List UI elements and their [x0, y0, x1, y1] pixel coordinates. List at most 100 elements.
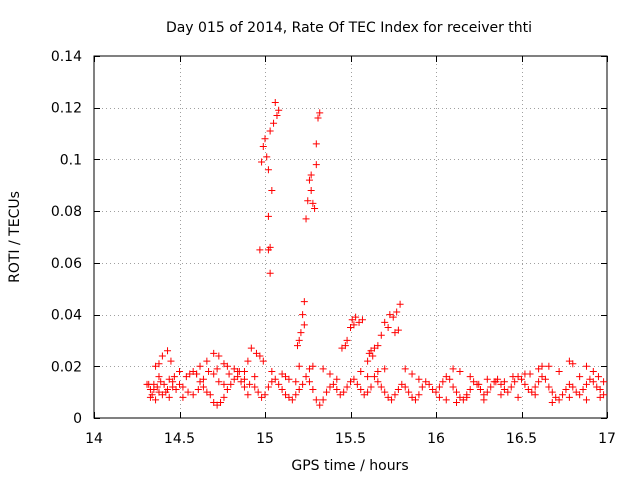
data-point [453, 388, 461, 396]
data-point [268, 367, 276, 375]
data-point [538, 362, 546, 370]
y-tick-label: 0.08 [51, 204, 82, 220]
data-point [309, 199, 317, 207]
data-point [518, 375, 525, 383]
x-tick-label: 16.5 [506, 431, 537, 447]
data-points [143, 99, 608, 409]
data-point [270, 119, 278, 127]
data-point [206, 391, 214, 399]
data-point [391, 391, 399, 399]
data-point [227, 380, 235, 388]
data-point [463, 393, 471, 401]
data-point [396, 300, 404, 308]
data-point [162, 388, 170, 396]
data-point [377, 383, 385, 391]
data-point [555, 367, 563, 375]
y-tick-label: 0 [73, 411, 82, 427]
data-point [275, 380, 283, 388]
data-point [210, 370, 218, 378]
data-point [246, 380, 254, 388]
data-point [364, 357, 372, 365]
data-point [401, 365, 409, 373]
data-point [391, 329, 399, 337]
data-point [589, 367, 597, 375]
x-tick-label: 15.5 [335, 431, 366, 447]
data-point [579, 386, 587, 394]
data-point [297, 329, 305, 337]
data-point [526, 370, 534, 378]
data-point [357, 386, 365, 394]
data-point [312, 396, 320, 404]
data-point [338, 344, 346, 352]
data-point [521, 380, 529, 388]
data-point [548, 398, 556, 406]
data-point [302, 215, 310, 223]
data-point [589, 378, 597, 386]
data-point [596, 386, 604, 394]
data-point [576, 373, 584, 381]
data-point [504, 388, 512, 396]
data-point [343, 336, 351, 344]
data-point [264, 166, 272, 174]
data-point [278, 386, 286, 394]
y-tick-label: 0.12 [51, 101, 82, 117]
data-point [535, 378, 543, 386]
data-point [305, 378, 313, 386]
y-tick-label: 0.04 [51, 308, 82, 324]
data-point [466, 386, 474, 394]
data-point [259, 143, 267, 150]
data-point [160, 380, 168, 388]
data-point [225, 370, 233, 378]
data-point [545, 362, 553, 370]
data-point [514, 393, 522, 401]
data-point [500, 378, 508, 386]
data-point [319, 396, 327, 404]
data-point [340, 388, 348, 396]
data-point [333, 375, 341, 383]
y-tick-label: 0.1 [60, 152, 82, 168]
data-point [205, 367, 213, 375]
data-point [511, 378, 519, 386]
data-point [393, 308, 401, 316]
data-point [388, 396, 396, 404]
data-point [172, 386, 180, 394]
data-point [569, 360, 577, 368]
data-point [582, 362, 590, 370]
data-point [541, 375, 549, 383]
data-point [411, 396, 419, 404]
data-point [258, 158, 266, 166]
tick-layer [94, 56, 608, 419]
data-point [193, 370, 201, 378]
data-point [449, 365, 457, 373]
data-point [295, 336, 303, 344]
data-point [545, 383, 553, 391]
data-point [531, 391, 539, 399]
data-point [170, 373, 178, 381]
data-point [418, 383, 426, 391]
data-point [475, 380, 483, 388]
data-point [309, 362, 317, 370]
data-point [307, 171, 315, 179]
data-point [394, 386, 402, 394]
data-point [244, 357, 252, 365]
data-point [176, 367, 183, 375]
x-tick-label: 16 [427, 431, 445, 447]
data-point [240, 383, 248, 391]
data-point [309, 386, 317, 394]
data-point [189, 391, 197, 399]
data-point [401, 383, 409, 391]
data-point [319, 365, 327, 373]
data-point [582, 380, 590, 388]
data-point [594, 373, 602, 381]
y-tick-labels: 0 0.02 0.04 0.06 0.08 0.1 0.12 0.14 [51, 49, 82, 427]
data-point [271, 99, 279, 107]
data-point [389, 313, 397, 321]
data-point [273, 111, 281, 119]
data-point [483, 375, 491, 383]
data-point [405, 388, 413, 396]
x-tick-label: 14 [85, 431, 103, 447]
data-point [152, 362, 160, 370]
data-point [377, 331, 385, 339]
data-point [199, 375, 207, 383]
data-point [480, 396, 488, 404]
